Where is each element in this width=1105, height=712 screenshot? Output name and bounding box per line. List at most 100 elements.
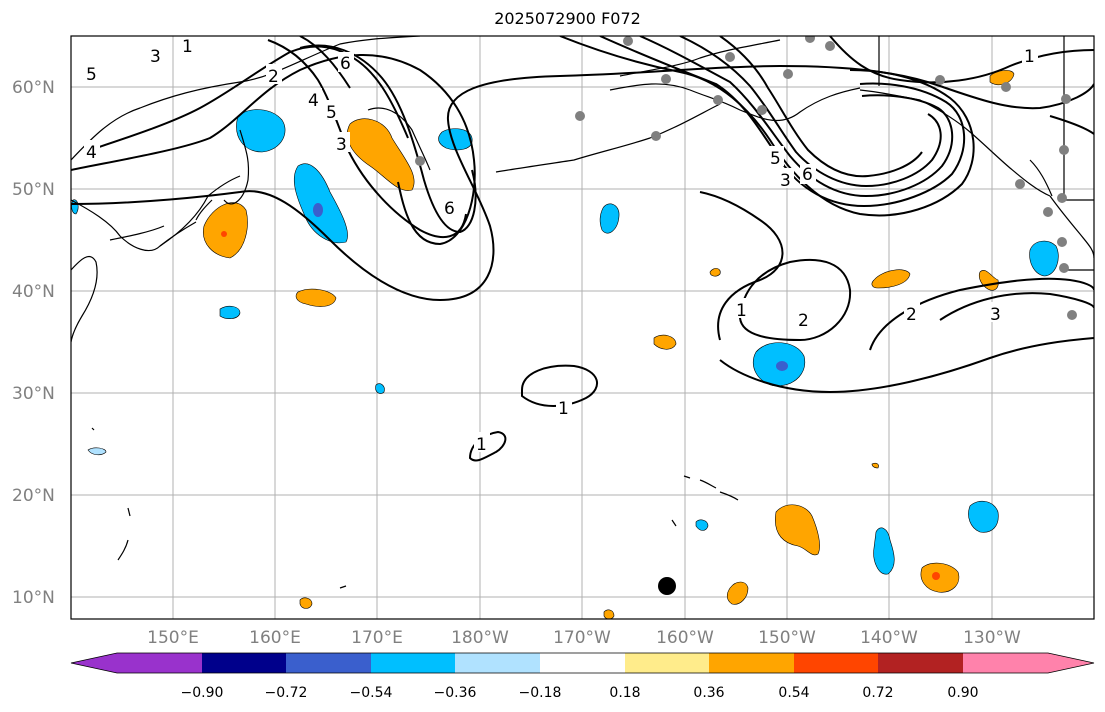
- blue-anomaly: [293, 163, 348, 244]
- station-dot: [1061, 94, 1071, 104]
- colorbar-bin: [794, 653, 878, 673]
- colorbar-bin: [878, 653, 963, 673]
- station-dot: [1015, 179, 1025, 189]
- station-dot: [661, 74, 671, 84]
- contour-label-1: 1: [182, 37, 193, 57]
- blue-anomaly: [236, 109, 286, 153]
- lat-label: 10°N: [12, 588, 55, 608]
- blue-anomaly: [599, 203, 620, 234]
- contour-label-6: 6: [444, 199, 455, 219]
- contour-label-3: 3: [336, 135, 347, 155]
- colorbar-bin: [963, 653, 1048, 673]
- colorbar-bin: [709, 653, 794, 673]
- shaded-anomalies: [71, 70, 1059, 619]
- contour-label-5: 5: [770, 149, 781, 169]
- colorbar-tick-label: −0.54: [350, 685, 393, 701]
- station-dot: [783, 69, 793, 79]
- contour-label-3: 3: [780, 171, 791, 191]
- blue-anomaly: [438, 128, 473, 151]
- blue-anomaly: [695, 519, 709, 531]
- station-markers: [415, 36, 1077, 320]
- station-dot: [575, 111, 585, 121]
- islands: [91, 427, 739, 589]
- lat-label: 20°N: [12, 486, 55, 506]
- station-dot: [725, 52, 735, 62]
- station-dot: [1059, 145, 1069, 155]
- orange-anomaly: [775, 504, 820, 556]
- lat-label: 30°N: [12, 384, 55, 404]
- contour-label-4: 4: [86, 143, 97, 163]
- orange-anomaly: [203, 202, 248, 259]
- blue-anomaly: [375, 383, 385, 394]
- orange-anomaly: [295, 288, 337, 307]
- station-dot: [935, 75, 945, 85]
- dark-blue-core: [776, 361, 788, 371]
- blue-anomaly: [968, 500, 999, 533]
- contour-labels: 6 6 6 3 3 3 3 2 2 1 1 1 1 1: [84, 36, 1038, 455]
- dark-blue-core: [313, 203, 323, 217]
- lon-label: 180°W: [451, 628, 509, 648]
- station-dot: [757, 105, 767, 115]
- lon-label: 150°E: [147, 628, 199, 648]
- colorbar-tick-label: −0.90: [181, 685, 224, 701]
- contour-label-5: 5: [326, 103, 337, 123]
- station-dot: [1059, 263, 1069, 273]
- contour-label-1: 1: [476, 435, 487, 455]
- lat-label: 40°N: [12, 282, 55, 302]
- lat-label: 50°N: [12, 180, 55, 200]
- latitude-labels: 60°N 50°N 40°N 30°N 20°N 10°N: [12, 78, 55, 608]
- contour-label-6: 6: [802, 165, 813, 185]
- lon-label: 150°W: [758, 628, 816, 648]
- colorbar-extend-min: [71, 653, 117, 673]
- contour-label-2: 2: [268, 67, 279, 87]
- station-dot: [623, 36, 633, 46]
- orange-anomaly: [920, 562, 960, 593]
- colorbar-outline: [70, 652, 1095, 674]
- blue-anomaly: [219, 305, 241, 319]
- station-dot: [1001, 82, 1011, 92]
- colorbar-bin: [455, 653, 540, 673]
- lon-label: 160°E: [249, 628, 301, 648]
- lon-label: 170°E: [351, 628, 403, 648]
- colorbar-tick-label: −0.18: [519, 685, 562, 701]
- station-dot: [1043, 207, 1053, 217]
- colorbar-tick-label: 0.54: [778, 685, 809, 701]
- colorbar-bin: [540, 653, 625, 673]
- colorbar-tick-label: 0.72: [862, 685, 893, 701]
- station-dot: [415, 156, 425, 166]
- orange-anomaly: [299, 597, 313, 609]
- orange-anomaly: [603, 609, 615, 619]
- lat-label: 60°N: [12, 78, 55, 98]
- colorbar-tick-label: 0.90: [947, 685, 978, 701]
- orange-anomaly: [871, 269, 911, 289]
- station-dot: [1057, 237, 1067, 247]
- orange-anomaly: [871, 462, 879, 469]
- lon-label: 170°W: [553, 628, 611, 648]
- blue-anomaly: [1029, 240, 1059, 277]
- longitude-labels: 150°E 160°E 170°E 180°W 170°W 160°W 150°…: [147, 628, 1021, 648]
- contour-label-2: 2: [798, 311, 809, 331]
- colorbar-ticks: −0.90 −0.72 −0.54 −0.36 −0.18 0.18 0.36 …: [181, 685, 979, 701]
- contour-label-5: 5: [86, 65, 97, 85]
- orange-anomaly: [346, 118, 415, 191]
- colorbar-tick-label: −0.72: [265, 685, 308, 701]
- lon-label: 140°W: [860, 628, 918, 648]
- orange-anomaly: [709, 268, 721, 277]
- map-frame: [70, 35, 1095, 620]
- contour-label-3: 3: [990, 305, 1001, 325]
- contour-label-6: 6: [340, 54, 351, 74]
- contour-label-3: 3: [150, 47, 161, 67]
- orange-anomaly: [653, 334, 677, 350]
- colorbar-extend-max: [1048, 653, 1094, 673]
- colorbar-tick-label: 0.18: [609, 685, 640, 701]
- blue-anomaly: [87, 447, 107, 456]
- colorbar-bin: [202, 653, 286, 673]
- contour-label-2: 2: [906, 305, 917, 325]
- station-dot: [1067, 310, 1077, 320]
- contour-lines: [71, 36, 1094, 462]
- station-dot: [1057, 193, 1067, 203]
- contour-label-1: 1: [558, 399, 569, 419]
- contour-label-1: 1: [736, 301, 747, 321]
- station-dot: [651, 131, 661, 141]
